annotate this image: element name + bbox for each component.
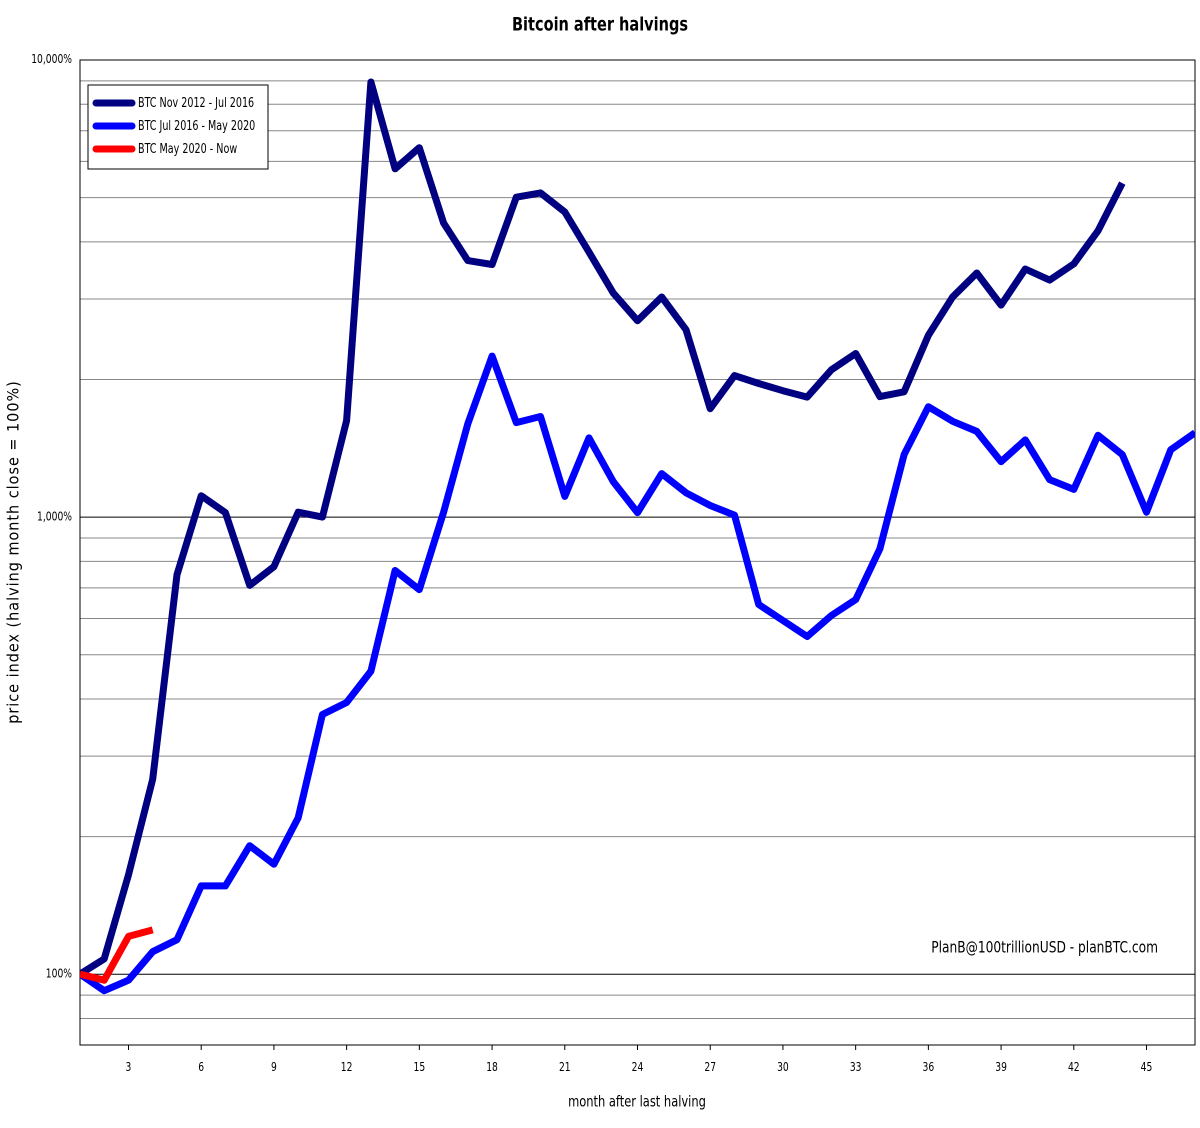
annotation: PlanB@100trillionUSD - planBTC.com bbox=[931, 938, 1158, 956]
x-tick-label: 6 bbox=[198, 1060, 204, 1074]
series-line bbox=[80, 78, 1126, 978]
x-tick-label: 45 bbox=[1141, 1060, 1153, 1074]
x-tick-label: 27 bbox=[704, 1060, 716, 1074]
x-tick-label: 15 bbox=[414, 1060, 426, 1074]
x-tick-label: 24 bbox=[632, 1060, 644, 1074]
series-line bbox=[80, 352, 1195, 995]
legend-label: BTC Jul 2016 - May 2020 bbox=[138, 118, 255, 133]
legend-label: BTC May 2020 - Now bbox=[138, 141, 237, 156]
x-tick-label: 33 bbox=[850, 1060, 862, 1074]
x-tick-label: 36 bbox=[923, 1060, 935, 1074]
y-tick-label: 100% bbox=[46, 967, 72, 981]
plot-frame bbox=[79, 59, 1196, 1046]
y-axis-label: price index (halving month close = 100%) bbox=[4, 380, 23, 724]
x-tick-label: 18 bbox=[486, 1060, 498, 1074]
y-tick-label: 1,000% bbox=[37, 510, 72, 524]
series-line bbox=[80, 926, 154, 984]
x-axis-label: month after last halving bbox=[568, 1093, 706, 1110]
x-tick-label: 12 bbox=[341, 1060, 353, 1074]
x-tick-label: 9 bbox=[271, 1060, 277, 1074]
x-tick-label: 3 bbox=[126, 1060, 132, 1074]
x-tick-label: 39 bbox=[995, 1060, 1007, 1074]
chart-title: Bitcoin after halvings bbox=[512, 14, 688, 36]
y-tick-label: 10,000% bbox=[31, 52, 72, 66]
legend-label: BTC Nov 2012 - Jul 2016 bbox=[138, 95, 254, 110]
x-tick-label: 30 bbox=[777, 1060, 789, 1074]
x-tick-label: 21 bbox=[559, 1060, 571, 1074]
x-tick-label: 42 bbox=[1068, 1060, 1080, 1074]
